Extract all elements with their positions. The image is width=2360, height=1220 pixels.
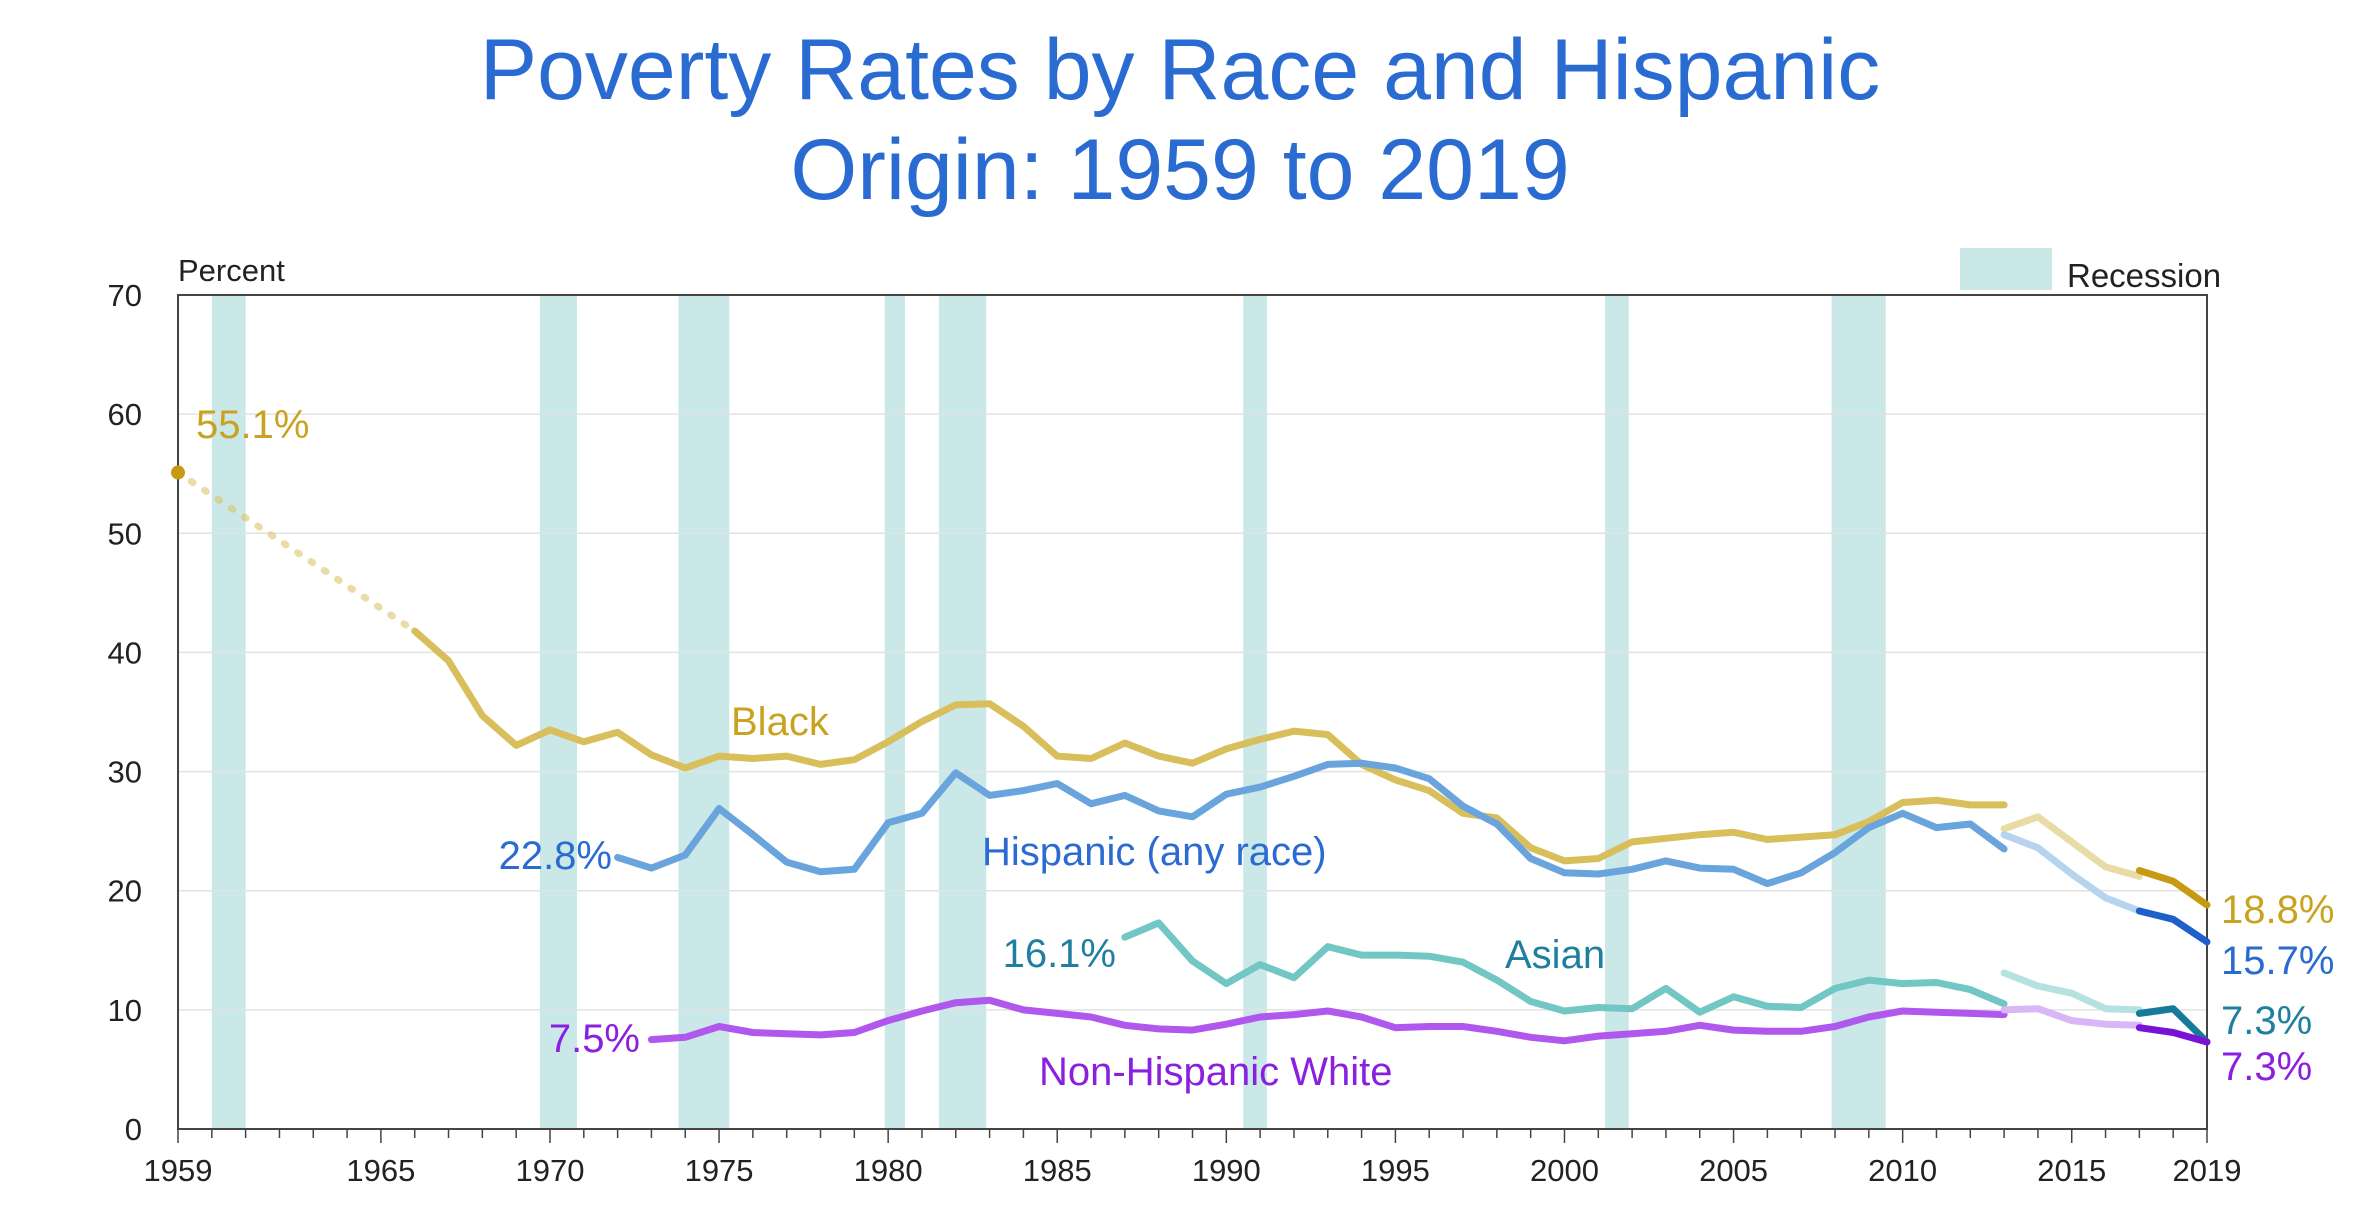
label-asian: Asian — [1505, 933, 1605, 977]
y-tick-label: 0 — [125, 1112, 142, 1147]
y-tick-label: 10 — [108, 993, 142, 1028]
y-tick-label: 20 — [108, 874, 142, 909]
annotation-black-1959: 55.1% — [196, 403, 309, 447]
annotation-white-1973: 7.5% — [549, 1017, 640, 1061]
y-tick-label: 60 — [108, 397, 142, 432]
series-black-dotted-estimate — [174, 469, 419, 635]
series-asian-2017-2019-line — [2135, 1005, 2211, 1046]
y-tick-label: 50 — [108, 516, 142, 551]
series-asian-line — [1121, 919, 2008, 1016]
label-non-hispanic-white: Non-Hispanic White — [1039, 1050, 1392, 1094]
x-tick-label: 1959 — [144, 1153, 213, 1188]
x-tick-label: 1995 — [1361, 1153, 1430, 1188]
y-tick-label: 70 — [108, 278, 142, 313]
y-tick-label: 40 — [108, 635, 142, 670]
recession-band-0 — [211, 295, 246, 1129]
x-tick-label: 1970 — [515, 1153, 584, 1188]
annotation-asian-1987: 16.1% — [1003, 932, 1116, 976]
label-black: Black — [731, 700, 830, 744]
series-black-1959-point — [171, 465, 185, 480]
series-black-2013-2017-line — [2000, 813, 2143, 880]
x-tick-label: 1975 — [685, 1153, 754, 1188]
x-tick-label: 1980 — [854, 1153, 923, 1188]
legend-recession-swatch — [1960, 248, 2052, 290]
series-non-hispanic-white-line — [647, 996, 2008, 1045]
recession-band-3 — [884, 295, 906, 1129]
y-tick-label: 30 — [108, 755, 142, 790]
chart-title-line-1: Poverty Rates by Race and Hispanic — [479, 22, 1881, 118]
label-hispanic: Hispanic (any race) — [982, 830, 1327, 874]
chart-title: Poverty Rates by Race and Hispanic Origi… — [0, 20, 2360, 220]
annotation-hispanic-1972: 22.8% — [499, 834, 612, 878]
x-tick-label: 2015 — [2037, 1153, 2106, 1188]
legend-recession-label: Recession — [2067, 257, 2221, 294]
recession-band-5 — [1243, 295, 1267, 1129]
x-tick-label: 1965 — [346, 1153, 415, 1188]
x-tick-label: 1985 — [1023, 1153, 1092, 1188]
series-hispanic-any-race-2017-2019-line — [2135, 907, 2211, 946]
series-black-2017-2019-line — [2135, 867, 2211, 909]
series-asian-2013-2017-line — [2000, 969, 2143, 1014]
recession-bands — [211, 295, 1886, 1129]
annotation-black-2019: 18.8% — [2221, 888, 2334, 932]
series-hispanic-any-race-line — [614, 759, 2008, 888]
recession-band-1 — [539, 295, 578, 1129]
gridlines — [178, 413, 2207, 1011]
x-tick-label: 2000 — [1530, 1153, 1599, 1188]
series-black-line — [411, 627, 2008, 865]
x-tick-label: 2010 — [1868, 1153, 1937, 1188]
x-tick-label: 1990 — [1192, 1153, 1261, 1188]
annotation-hispanic-2019: 15.7% — [2221, 939, 2334, 983]
recession-band-6 — [1605, 295, 1629, 1129]
chart-title-line-2: Origin: 1959 to 2019 — [790, 122, 1570, 218]
recession-band-2 — [678, 295, 730, 1129]
x-tick-label: 2005 — [1699, 1153, 1768, 1188]
series-lines — [171, 465, 2211, 1046]
axis-ticks: 0 10 20 30 40 50 60 70 1959 1965 1970 1975 1980 1985 1… — [108, 278, 2242, 1188]
annotation-white-2019: 7.3% — [2221, 1045, 2312, 1089]
x-tick-label: 2019 — [2173, 1153, 2242, 1188]
y-axis-title: Percent — [178, 253, 285, 288]
recession-band-7 — [1831, 295, 1886, 1129]
series-hispanic-any-race-2013-2017-line — [2000, 831, 2143, 915]
series-non-hispanic-white-2013-2017-line — [2000, 1005, 2143, 1029]
series-non-hispanic-white-2017-2019-line — [2135, 1024, 2211, 1046]
annotation-asian-2019: 7.3% — [2221, 999, 2312, 1043]
